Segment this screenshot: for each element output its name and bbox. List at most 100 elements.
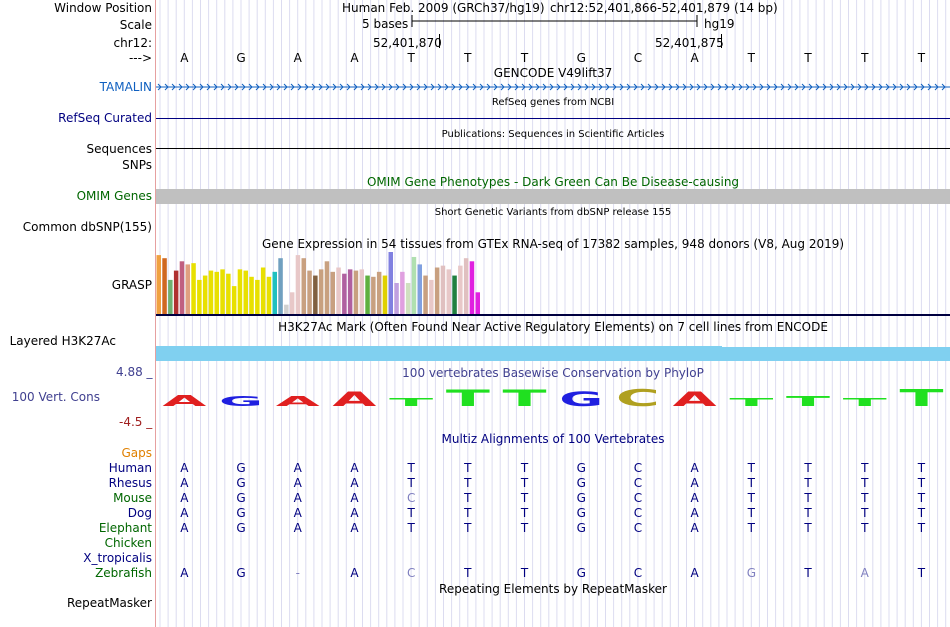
alignment-base: A bbox=[180, 566, 189, 580]
strand-chevron bbox=[857, 83, 862, 91]
omim-genes-label[interactable]: OMIM Genes bbox=[76, 189, 152, 203]
base-10: A bbox=[690, 51, 699, 65]
position-text[interactable]: chr12:52,401,866-52,401,879 (14 bp) bbox=[550, 1, 778, 15]
strand-chevron bbox=[178, 83, 183, 91]
tamalin-gene-feature[interactable] bbox=[156, 81, 950, 93]
alignment-base: T bbox=[861, 476, 869, 490]
gtex-expression-chart[interactable] bbox=[156, 250, 536, 314]
gtex-tissue-bar bbox=[463, 258, 469, 314]
gtex-baseline bbox=[156, 314, 950, 316]
alignment-base: C bbox=[633, 506, 643, 520]
multiz-track-title[interactable]: Multiz Alignments of 100 Vertebrates bbox=[441, 432, 665, 446]
omim-track-title[interactable]: OMIM Gene Phenotypes - Dark Green Can Be… bbox=[366, 175, 740, 189]
strand-chevron bbox=[297, 83, 302, 91]
strand-chevron bbox=[220, 83, 225, 91]
strand-chevron bbox=[283, 83, 288, 91]
gtex-tissue-bar bbox=[458, 265, 463, 314]
repeatmasker-label[interactable]: RepeatMasker bbox=[66, 596, 152, 610]
gtex-tissue-bar bbox=[353, 270, 359, 314]
dbsnp-track-title[interactable]: Short Genetic Variants from dbSNP releas… bbox=[434, 207, 672, 218]
alignment-base: T bbox=[520, 506, 529, 520]
strand-chevron bbox=[570, 83, 575, 91]
h3k27ac-signal-block-2[interactable] bbox=[722, 347, 950, 361]
strand-chevron bbox=[682, 83, 687, 91]
omim-gene-bar[interactable] bbox=[156, 189, 950, 204]
alignment-base: A bbox=[293, 506, 302, 520]
gtex-track-title[interactable]: Gene Expression in 54 tissues from GTEx … bbox=[261, 237, 845, 251]
publications-track-title[interactable]: Publications: Sequences in Scientific Ar… bbox=[441, 129, 665, 140]
assembly-name[interactable]: Human Feb. 2009 (GRCh37/hg19) bbox=[342, 1, 545, 15]
gtex-tissue-bar bbox=[347, 269, 353, 314]
species-label-mouse[interactable]: Mouse bbox=[113, 491, 152, 505]
strand-chevron bbox=[612, 83, 617, 91]
gtex-tissue-bar bbox=[260, 267, 266, 314]
strand-chevron bbox=[255, 83, 260, 91]
strand-chevron bbox=[556, 83, 561, 91]
grasp-label[interactable]: GRASP bbox=[111, 278, 152, 292]
gtex-tissue-bar bbox=[400, 271, 405, 314]
species-label-chicken[interactable]: Chicken bbox=[104, 536, 152, 550]
strand-chevron bbox=[647, 83, 652, 91]
gaps-label[interactable]: Gaps bbox=[121, 446, 152, 460]
gtex-tissue-bar bbox=[336, 267, 341, 314]
scale-bases-text: 5 bases bbox=[362, 17, 409, 31]
species-label-human[interactable]: Human bbox=[108, 461, 152, 475]
strand-chevron bbox=[871, 83, 876, 91]
alignment-base: T bbox=[804, 506, 812, 520]
alignment-base: T bbox=[407, 476, 415, 490]
gtex-tissue-bar bbox=[266, 276, 272, 314]
gtex-tissue-bar bbox=[168, 279, 173, 314]
species-label-elephant[interactable]: Elephant bbox=[98, 521, 152, 535]
base-11: T bbox=[747, 51, 756, 65]
gtex-tissue-bar bbox=[318, 269, 324, 314]
strand-chevron bbox=[486, 83, 491, 91]
strand-chevron bbox=[808, 83, 813, 91]
alignment-base: T bbox=[464, 506, 472, 520]
tamalin-gene-label[interactable]: TAMALIN bbox=[99, 80, 152, 94]
sequences-line[interactable] bbox=[156, 148, 950, 149]
conservation-label[interactable]: 100 Vert. Cons bbox=[11, 390, 100, 404]
alignment-base: T bbox=[407, 506, 415, 520]
strand-chevron bbox=[171, 83, 176, 91]
strand-chevron bbox=[633, 83, 638, 91]
gencode-track-title[interactable]: GENCODE V49lift37 bbox=[493, 66, 613, 80]
strand-chevron bbox=[731, 83, 736, 91]
strand-chevron bbox=[563, 83, 568, 91]
gtex-tissue-bar bbox=[452, 275, 457, 314]
alignment-base: G bbox=[236, 506, 246, 520]
refseq-curated-label[interactable]: RefSeq Curated bbox=[58, 111, 152, 125]
alignment-base: G bbox=[236, 476, 246, 490]
refseq-track-title[interactable]: RefSeq genes from NCBI bbox=[491, 97, 615, 108]
species-label-x_tropicalis[interactable]: X_tropicalis bbox=[83, 551, 152, 565]
alignment-base: T bbox=[917, 521, 926, 535]
gtex-tissue-bar bbox=[231, 286, 237, 314]
alignment-base: A bbox=[180, 506, 189, 520]
sequences-label[interactable]: Sequences bbox=[86, 142, 152, 156]
gtex-tissue-bar bbox=[284, 304, 289, 314]
strand-chevron bbox=[794, 83, 799, 91]
gtex-tissue-bar bbox=[301, 258, 306, 314]
species-label-rhesus[interactable]: Rhesus bbox=[108, 476, 152, 490]
snps-label[interactable]: SNPs bbox=[122, 158, 152, 172]
gtex-tissue-bar bbox=[214, 271, 219, 314]
refseq-gene-line[interactable] bbox=[156, 118, 950, 119]
gtex-tissue-bar bbox=[249, 276, 254, 314]
alignment-base: A bbox=[180, 491, 189, 505]
h3k27ac-track-title[interactable]: H3K27Ac Mark (Often Found Near Active Re… bbox=[278, 320, 828, 334]
species-label-dog[interactable]: Dog bbox=[127, 506, 152, 520]
strand-arrow-label[interactable]: ---> bbox=[128, 51, 152, 65]
conservation-track-title[interactable]: 100 vertebrates Basewise Conservation by… bbox=[402, 366, 704, 380]
repeatmasker-track-title[interactable]: Repeating Elements by RepeatMasker bbox=[439, 582, 667, 596]
common-dbsnp-label[interactable]: Common dbSNP(155) bbox=[22, 220, 152, 234]
base-3: A bbox=[293, 51, 302, 65]
label-gutter-divider bbox=[155, 0, 156, 627]
strand-chevron bbox=[535, 83, 540, 91]
layered-h3k27ac-label[interactable]: Layered H3K27Ac bbox=[9, 334, 116, 348]
h3k27ac-signal-block-1[interactable] bbox=[156, 346, 722, 361]
alignment-base: T bbox=[861, 491, 869, 505]
window-position-label: Window Position bbox=[54, 1, 152, 15]
strand-chevron bbox=[430, 83, 435, 91]
gtex-tissue-bar bbox=[388, 252, 393, 314]
species-label-zebrafish[interactable]: Zebrafish bbox=[95, 566, 152, 580]
